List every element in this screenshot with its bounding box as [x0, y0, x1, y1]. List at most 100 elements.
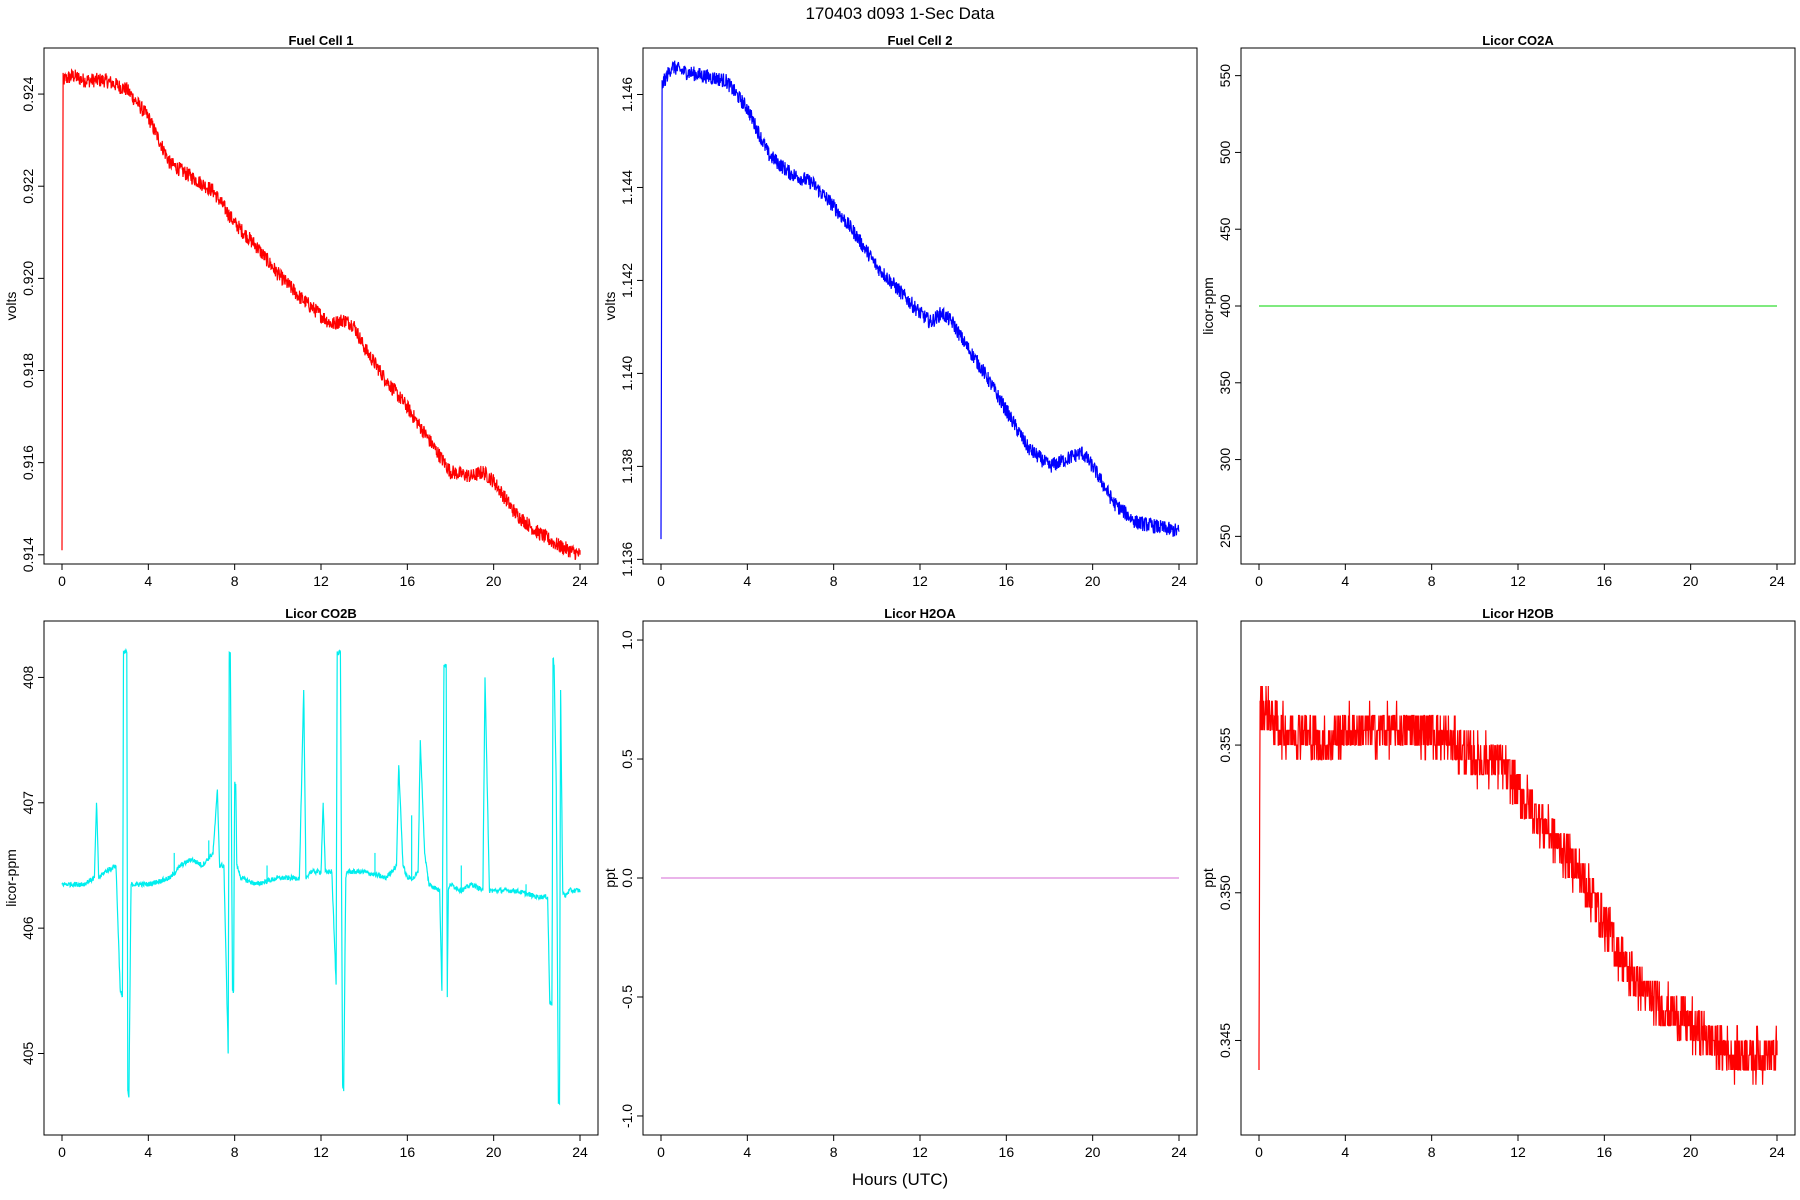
x-tick-label: 20 [1683, 573, 1699, 589]
x-tick-label: 16 [999, 573, 1015, 589]
y-tick-label: 405 [20, 1042, 36, 1066]
y-tick-label: 407 [20, 791, 36, 815]
x-tick-label: 4 [1341, 1144, 1349, 1160]
x-tick-label: 8 [231, 573, 239, 589]
chart-panel-6: Licor H2OB ppt 0 4 8 12 16 20 24 0.345 0.350 0.355 [1200, 606, 1796, 1160]
y-tick-label: -1.0 [619, 1104, 635, 1128]
x-tick-label: 4 [743, 573, 751, 589]
y-tick-label: 1.146 [619, 77, 635, 112]
chart-panel-1: Fuel Cell 1 volts 0 4 8 12 16 20 24 0.914 0.916 0.9… [3, 33, 599, 589]
plot-frame [642, 47, 1198, 565]
x-tick-label: 20 [486, 1144, 502, 1160]
series-line [61, 647, 581, 1106]
series-line [660, 60, 1180, 540]
x-tick-label: 4 [743, 1144, 751, 1160]
y-tick-label: 0.914 [20, 537, 36, 572]
y-tick-label: 1.136 [619, 542, 635, 577]
x-tick-label: 24 [572, 1144, 588, 1160]
x-tick-label: 20 [1683, 1144, 1699, 1160]
chart-panel-4: Licor CO2B licor-ppm 0 4 8 12 16 20 24 405 406 407 4… [3, 606, 599, 1160]
y-tick-label: 1.142 [619, 263, 635, 298]
y-tick-label: 350 [1217, 371, 1233, 395]
y-axis-label: volts [602, 292, 618, 321]
x-tick-label: 16 [1597, 573, 1613, 589]
chart-title: Licor CO2A [1482, 33, 1554, 48]
chart-title: Fuel Cell 2 [887, 33, 952, 48]
x-tick-label: 12 [313, 1144, 329, 1160]
x-tick-label: 20 [1085, 1144, 1101, 1160]
y-tick-label: 0.0 [619, 868, 635, 888]
y-tick-label: 250 [1217, 524, 1233, 548]
y-axis-label: licor-ppm [1200, 277, 1216, 335]
chart-panel-3: Licor CO2A licor-ppm 0 4 8 12 16 20 24 250 300 350 4… [1200, 33, 1796, 589]
y-tick-label: 1.138 [619, 449, 635, 484]
y-tick-label: 300 [1217, 448, 1233, 472]
x-tick-label: 0 [657, 1144, 665, 1160]
series-line [1258, 685, 1778, 1085]
y-axis-label: ppt [1200, 868, 1216, 888]
x-tick-label: 0 [1255, 1144, 1263, 1160]
x-tick-label: 8 [830, 1144, 838, 1160]
y-tick-label: 406 [20, 916, 36, 940]
x-tick-label: 4 [1341, 573, 1349, 589]
y-tick-label: 0.350 [1217, 875, 1233, 910]
x-tick-label: 24 [1171, 573, 1187, 589]
x-tick-label: 16 [400, 1144, 416, 1160]
chart-panel-5: Licor H2OA ppt 0 4 8 12 16 20 24 -1.0 -0.5 0.0 0.5 1.… [602, 606, 1198, 1160]
chart-title: Fuel Cell 1 [288, 33, 353, 48]
y-tick-label: 1.140 [619, 356, 635, 391]
x-tick-label: 0 [58, 573, 66, 589]
y-tick-label: 0.5 [619, 749, 635, 769]
x-tick-label: 4 [144, 1144, 152, 1160]
y-tick-label: 408 [20, 666, 36, 690]
y-tick-label: 0.345 [1217, 1023, 1233, 1058]
x-tick-label: 12 [1510, 573, 1526, 589]
y-tick-label: 0.918 [20, 353, 36, 388]
x-tick-label: 24 [1769, 573, 1785, 589]
y-tick-label: 500 [1217, 141, 1233, 165]
y-tick-label: 0.920 [20, 261, 36, 296]
x-tick-label: 24 [572, 573, 588, 589]
y-axis-label: volts [3, 292, 19, 321]
x-tick-label: 16 [999, 1144, 1015, 1160]
x-tick-label: 12 [912, 1144, 928, 1160]
y-tick-label: 1.0 [619, 630, 635, 650]
x-tick-label: 0 [58, 1144, 66, 1160]
y-axis-label: ppt [602, 868, 618, 888]
x-tick-label: 8 [1428, 1144, 1436, 1160]
x-tick-label: 12 [313, 573, 329, 589]
chart-title: Licor H2OB [1482, 606, 1554, 621]
y-tick-label: 1.144 [619, 170, 635, 205]
x-tick-label: 12 [1510, 1144, 1526, 1160]
x-tick-label: 16 [400, 573, 416, 589]
series-line [61, 68, 581, 561]
y-tick-label: 0.355 [1217, 727, 1233, 762]
x-tick-label: 8 [231, 1144, 239, 1160]
y-tick-label: 550 [1217, 64, 1233, 88]
plot-frame [1240, 620, 1796, 1136]
x-tick-label: 24 [1171, 1144, 1187, 1160]
page-title: 170403 d093 1-Sec Data [805, 4, 995, 23]
x-tick-label: 24 [1769, 1144, 1785, 1160]
x-tick-label: 4 [144, 573, 152, 589]
x-tick-label: 0 [657, 573, 665, 589]
y-tick-label: 0.924 [20, 76, 36, 111]
y-tick-label: 450 [1217, 217, 1233, 241]
y-tick-label: 0.916 [20, 445, 36, 480]
x-tick-label: 12 [912, 573, 928, 589]
x-axis-label: Hours (UTC) [851, 1170, 949, 1189]
plot-frame [43, 47, 599, 565]
y-tick-label: -0.5 [619, 985, 635, 1009]
x-tick-label: 0 [1255, 573, 1263, 589]
x-tick-label: 20 [1085, 573, 1101, 589]
y-tick-label: 0.922 [20, 168, 36, 203]
chart-title: Licor H2OA [884, 606, 956, 621]
x-tick-label: 20 [486, 573, 502, 589]
chart-panel-2: Fuel Cell 2 volts 0 4 8 12 16 20 24 1.136 1.138 1.1… [602, 33, 1198, 589]
x-tick-label: 8 [1428, 573, 1436, 589]
chart-title: Licor CO2B [285, 606, 357, 621]
x-tick-label: 8 [830, 573, 838, 589]
y-axis-label: licor-ppm [3, 849, 19, 907]
x-tick-label: 16 [1597, 1144, 1613, 1160]
